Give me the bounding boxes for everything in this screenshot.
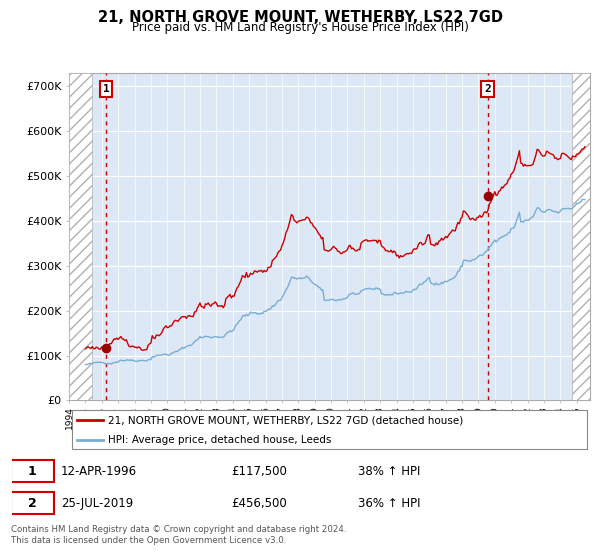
FancyBboxPatch shape xyxy=(11,492,54,514)
Text: 1: 1 xyxy=(28,465,37,478)
FancyBboxPatch shape xyxy=(11,460,54,482)
Text: 21, NORTH GROVE MOUNT, WETHERBY, LS22 7GD (detached house): 21, NORTH GROVE MOUNT, WETHERBY, LS22 7G… xyxy=(108,415,463,425)
Text: 25-JUL-2019: 25-JUL-2019 xyxy=(61,497,133,510)
Text: £117,500: £117,500 xyxy=(231,465,287,478)
Text: HPI: Average price, detached house, Leeds: HPI: Average price, detached house, Leed… xyxy=(108,435,331,445)
Text: 2: 2 xyxy=(28,497,37,510)
Bar xyxy=(69,73,92,400)
Bar xyxy=(572,73,590,400)
Text: 21, NORTH GROVE MOUNT, WETHERBY, LS22 7GD: 21, NORTH GROVE MOUNT, WETHERBY, LS22 7G… xyxy=(97,10,503,25)
FancyBboxPatch shape xyxy=(71,410,587,449)
Text: 36% ↑ HPI: 36% ↑ HPI xyxy=(358,497,420,510)
Text: Contains HM Land Registry data © Crown copyright and database right 2024.
This d: Contains HM Land Registry data © Crown c… xyxy=(11,525,346,545)
Text: 1: 1 xyxy=(103,84,110,94)
Text: £456,500: £456,500 xyxy=(231,497,287,510)
Text: Price paid vs. HM Land Registry's House Price Index (HPI): Price paid vs. HM Land Registry's House … xyxy=(131,21,469,34)
Text: 2: 2 xyxy=(484,84,491,94)
Text: 12-APR-1996: 12-APR-1996 xyxy=(61,465,137,478)
Text: 38% ↑ HPI: 38% ↑ HPI xyxy=(358,465,420,478)
